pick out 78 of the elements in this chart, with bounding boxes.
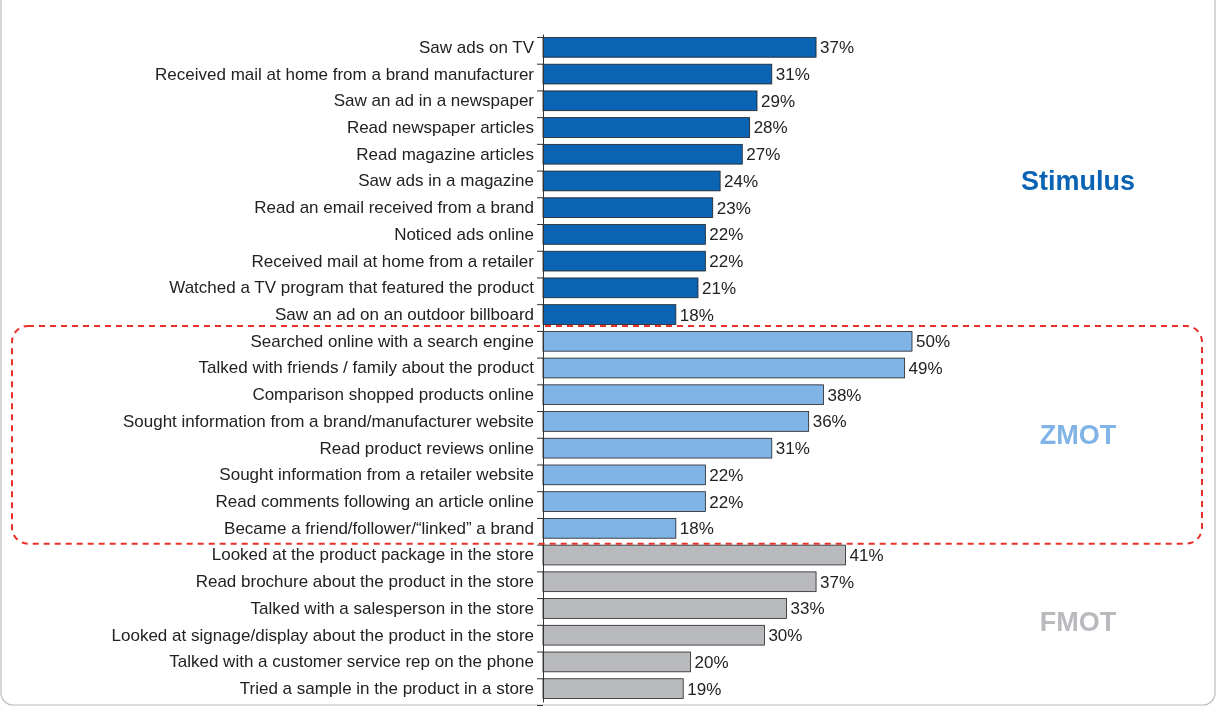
bar: [542, 330, 913, 352]
data-label: 30%: [768, 626, 803, 646]
data-label: 22%: [709, 225, 744, 245]
bar: [542, 117, 751, 138]
bar: [542, 143, 743, 165]
bar: [542, 224, 706, 245]
y-tick-label: Read comments following an article online: [215, 492, 534, 512]
data-label: 29%: [761, 91, 796, 111]
bar: [542, 598, 787, 619]
bar: [542, 304, 677, 325]
bar: [542, 624, 765, 646]
y-tick-label: Read brochure about the product in the store: [195, 572, 534, 592]
data-label: 22%: [709, 465, 744, 485]
y-tick-label: Read newspaper articles: [346, 117, 534, 137]
data-label: 33%: [790, 599, 825, 619]
data-label: 27%: [746, 145, 781, 165]
bar: [542, 651, 691, 673]
y-tick-label: Watched a TV program that featured the product: [169, 278, 535, 298]
y-tick-label: Received mail at home from a brand manufacturer: [155, 64, 535, 84]
bar: [542, 63, 773, 85]
y-tick-label: Became a friend/follower/“linked” a brand: [224, 518, 534, 538]
data-label: 49%: [908, 358, 943, 378]
bar: [542, 464, 706, 486]
data-label: 38%: [827, 385, 862, 405]
data-label: 19%: [687, 679, 722, 699]
data-label: 18%: [679, 519, 714, 539]
y-tick-label: Read magazine articles: [356, 144, 534, 164]
y-tick-label: Saw an ad in a newspaper: [333, 91, 535, 111]
y-tick-label: Noticed ads online: [394, 224, 534, 244]
data-label: 18%: [679, 305, 714, 325]
data-label: 22%: [709, 492, 744, 512]
bar: [542, 518, 677, 539]
data-label: 21%: [701, 278, 737, 298]
y-tick-label: Looked at signage/display about the product in the store: [111, 625, 534, 645]
y-tick-label: Comparison shopped products online: [252, 385, 534, 405]
data-label: 22%: [709, 252, 744, 272]
bar: [542, 170, 721, 192]
bar: [542, 357, 906, 379]
text: FMOT: [1039, 607, 1117, 638]
bar: [542, 437, 773, 459]
y-tick-label: Looked at the product package in the store: [211, 545, 534, 565]
y-tick-label: Talked with a salesperson in the store: [250, 598, 534, 618]
y-tick-label: Sought information from a brand/manufacturer website: [122, 411, 534, 431]
data-label: 31%: [775, 65, 810, 85]
data-label: 41%: [849, 545, 884, 565]
y-tick-label: Tried a sample in the product in a store: [239, 679, 534, 699]
y-tick-label: Saw an ad on an outdoor billboard: [275, 305, 534, 324]
data-label: 24%: [724, 171, 759, 191]
text: Stimulus: [1020, 166, 1136, 197]
data-label: 37%: [820, 572, 855, 592]
bar: [542, 678, 684, 699]
data-label: 28%: [753, 118, 788, 138]
bar: [542, 571, 817, 593]
y-tick-label: Talked with a customer service rep on the phone: [169, 652, 534, 672]
data-label: 23%: [716, 198, 751, 218]
text: ZMOT: [1039, 420, 1117, 451]
y-tick-label: Read product reviews online: [319, 438, 534, 458]
bar: [542, 384, 824, 406]
bar: [542, 90, 758, 112]
y-tick-label: Saw ads in a magazine: [358, 171, 534, 191]
bar: [542, 197, 714, 218]
y-tick-label: Saw ads on TV: [419, 37, 535, 57]
bar: [542, 277, 699, 299]
data-label: 36%: [812, 412, 847, 432]
y-tick-label: Searched online with a search engine: [250, 331, 534, 351]
bar: [542, 37, 817, 58]
y-tick-label: Read an email received from a brand: [254, 198, 534, 218]
data-label: 37%: [820, 38, 855, 58]
bar: [542, 411, 810, 432]
bar: [542, 544, 846, 566]
bar: [542, 491, 706, 512]
bar: [542, 250, 706, 272]
data-label: 31%: [775, 439, 810, 459]
y-tick-label: Sought information from a retailer website: [219, 465, 534, 485]
data-label: 20%: [694, 652, 729, 672]
y-tick-label: Received mail at home from a retailer: [251, 251, 535, 271]
y-tick-label: Talked with friends / family about the product: [198, 358, 535, 378]
data-label: 50%: [916, 332, 951, 352]
